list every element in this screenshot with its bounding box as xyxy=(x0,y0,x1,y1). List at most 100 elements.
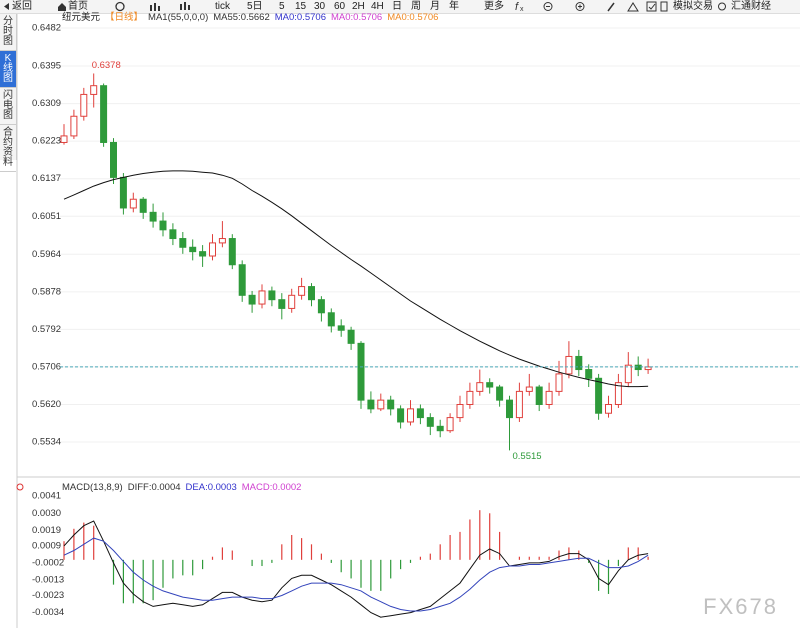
toolbar-button[interactable]: 4H xyxy=(371,1,384,12)
candle-body xyxy=(228,238,236,266)
candle-body xyxy=(298,286,306,296)
candle-body xyxy=(268,290,276,301)
toolbar-button[interactable]: 30 xyxy=(314,1,326,12)
y-tick-label: 0.6309 xyxy=(32,98,61,109)
candle-body xyxy=(317,299,325,314)
toolbar-button[interactable]: 2H xyxy=(352,1,365,12)
candle-body xyxy=(60,135,68,143)
candle-body xyxy=(110,141,117,178)
toolbar-button[interactable]: 汇通财经 xyxy=(731,1,771,12)
legend-item: MA0:0.5706 xyxy=(387,12,439,23)
y-tick-label: 0.0019 xyxy=(32,525,61,536)
toolbar-button[interactable]: 返回 xyxy=(12,1,32,12)
sidebar-tab[interactable]: K线图 xyxy=(0,51,16,88)
candle-body xyxy=(357,342,365,401)
y-tick-label: 0.5792 xyxy=(32,324,61,335)
y-tick-label: 0.5878 xyxy=(32,286,61,297)
candle-body xyxy=(337,325,345,331)
candle-body xyxy=(476,382,484,392)
y-tick-label: -0.0023 xyxy=(32,590,64,601)
toolbar-button[interactable]: 日 xyxy=(392,1,402,12)
low-label: 0.5515 xyxy=(513,451,542,462)
candle-body xyxy=(238,264,246,296)
candle-body xyxy=(545,390,553,405)
candle-body xyxy=(605,403,612,414)
legend-item: MA0:0.5706 xyxy=(330,12,383,23)
toolbar-button[interactable]: 周 xyxy=(411,1,421,12)
toolbar-button[interactable]: tick xyxy=(215,1,230,12)
toolbar-button[interactable]: 5 xyxy=(279,1,285,12)
toolbar-button[interactable]: 更多 xyxy=(484,1,504,12)
candle-body xyxy=(585,369,593,379)
chart-subtitle: 【日线】 xyxy=(105,12,144,23)
watermark: FX678 xyxy=(703,594,778,619)
sidebar-tab[interactable]: 闪电图 xyxy=(0,88,16,125)
svg-text:x: x xyxy=(520,6,524,13)
candle-body xyxy=(248,294,256,305)
candle-body xyxy=(644,366,652,371)
sidebar: 分时图 K线图 闪电图 合约资料 xyxy=(0,14,17,172)
indicator-line xyxy=(63,537,649,612)
settings-icon[interactable] xyxy=(16,483,24,491)
candle-body xyxy=(209,242,216,257)
candle-body xyxy=(129,198,137,209)
sidebar-tab[interactable]: 分时图 xyxy=(0,14,16,51)
toolbar-button[interactable]: 月 xyxy=(430,1,440,12)
legend-item: DEA:0.0003 xyxy=(185,482,237,493)
y-tick-label: -0.0013 xyxy=(32,575,64,586)
candle-body xyxy=(347,329,355,344)
candle-body xyxy=(525,386,533,392)
candle-body xyxy=(416,408,424,419)
legend-item: MACD(13,8,9) xyxy=(62,482,123,493)
toolbar-button[interactable]: 年 xyxy=(449,1,459,12)
candle-body xyxy=(535,386,543,405)
candle-body xyxy=(397,408,405,423)
candle-body xyxy=(377,399,385,410)
candle-body xyxy=(456,403,464,419)
y-tick-label: 0.5620 xyxy=(32,399,61,410)
candle-body xyxy=(515,390,523,419)
candle-body xyxy=(506,399,513,419)
candle-body xyxy=(624,364,632,384)
candle-body xyxy=(159,220,167,231)
y-tick-label: -0.0002 xyxy=(32,557,64,568)
indicator-line xyxy=(63,170,649,388)
y-tick-label: 0.6482 xyxy=(32,23,61,34)
toolbar-button[interactable]: 5日 xyxy=(247,1,263,12)
candle-body xyxy=(327,312,335,327)
y-tick-label: 0.6223 xyxy=(32,136,61,147)
legend-item: MA0:0.5706 xyxy=(274,12,326,23)
candle-body xyxy=(436,425,444,432)
sidebar-tab[interactable]: 合约资料 xyxy=(0,125,16,172)
main-legend: 纽元美元 【日线】 MA1(55,0,0,0) MA55:0.5662 MA0:0.57… xyxy=(62,12,438,24)
candle-body xyxy=(258,290,266,305)
candle-body xyxy=(387,399,395,410)
candle-body xyxy=(70,115,78,137)
y-tick-label: 0.6137 xyxy=(32,173,61,184)
legend-item: DIFF:0.0004 xyxy=(127,482,181,493)
y-tick-label: 0.0030 xyxy=(32,508,61,519)
y-tick-label: 0.0041 xyxy=(32,491,61,502)
y-tick-label: -0.0034 xyxy=(32,607,64,618)
high-label: 0.6378 xyxy=(92,60,121,71)
svg-text:f: f xyxy=(515,1,519,13)
candle-body xyxy=(100,85,108,143)
candle-body xyxy=(496,386,504,401)
candle-body xyxy=(308,286,315,301)
candle-body xyxy=(199,251,207,257)
toolbar-button[interactable]: 首页 xyxy=(68,1,88,12)
toolbar-button[interactable]: 15 xyxy=(295,1,307,12)
toolbar-button[interactable]: 模拟交易 xyxy=(673,1,713,12)
candle-body xyxy=(169,229,177,240)
toolbar-button[interactable]: 60 xyxy=(334,1,346,12)
candle-body xyxy=(565,355,573,375)
legend-item: MACD:0.0002 xyxy=(241,482,302,493)
candle-body xyxy=(90,85,98,95)
candle-body xyxy=(288,294,296,309)
candle-body xyxy=(466,390,474,405)
y-tick-label: 0.0009 xyxy=(32,540,61,551)
